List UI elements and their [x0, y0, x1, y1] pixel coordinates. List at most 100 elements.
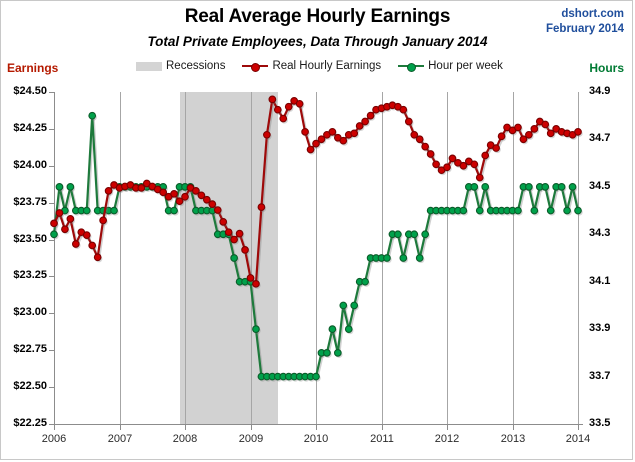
earnings-point[interactable] [399, 105, 408, 114]
hours-point[interactable] [541, 183, 550, 191]
earnings-point[interactable] [55, 209, 64, 217]
earnings-point[interactable] [514, 123, 522, 132]
earnings-point[interactable] [268, 95, 277, 104]
earnings-point[interactable] [88, 241, 97, 250]
earnings-point[interactable] [328, 127, 337, 136]
hours-point[interactable] [563, 206, 571, 215]
earnings-point[interactable] [519, 135, 528, 144]
earnings-point[interactable] [257, 203, 266, 211]
hours-point[interactable] [399, 254, 408, 262]
earnings-point[interactable] [159, 188, 168, 197]
earnings-point[interactable] [175, 197, 184, 206]
hours-point[interactable] [394, 230, 402, 239]
hours-point[interactable] [410, 230, 419, 239]
earnings-point[interactable] [312, 139, 320, 148]
earnings-point[interactable] [410, 130, 419, 139]
legend-item-earnings[interactable]: Real Hourly Earnings [242, 60, 381, 72]
legend-item-recessions[interactable]: Recessions [136, 60, 225, 72]
earnings-point[interactable] [197, 191, 206, 200]
earnings-point[interactable] [82, 231, 91, 239]
earnings-point[interactable] [355, 122, 364, 130]
earnings-point[interactable] [432, 160, 440, 169]
hours-point[interactable] [459, 206, 468, 215]
earnings-point[interactable] [546, 129, 555, 138]
earnings-point[interactable] [181, 192, 189, 201]
hours-point[interactable] [55, 183, 64, 191]
earnings-point[interactable] [459, 161, 468, 170]
hours-point[interactable] [66, 183, 75, 191]
hours-point[interactable] [470, 183, 479, 191]
hours-point[interactable] [415, 254, 424, 262]
earnings-point[interactable] [361, 117, 369, 126]
hours-point[interactable] [557, 183, 566, 191]
earnings-point[interactable] [492, 144, 500, 152]
earnings-point[interactable] [415, 135, 424, 144]
hours-point[interactable] [361, 277, 369, 286]
earnings-point[interactable] [104, 187, 113, 195]
earnings-point[interactable] [404, 117, 413, 126]
hours-point[interactable] [574, 206, 582, 215]
earnings-point[interactable] [426, 150, 435, 158]
earnings-point[interactable] [541, 120, 550, 129]
earnings-point[interactable] [50, 219, 58, 228]
hours-point[interactable] [110, 206, 118, 215]
hours-point[interactable] [568, 183, 577, 191]
earnings-point[interactable] [224, 228, 233, 237]
earnings-point[interactable] [306, 145, 315, 154]
hours-point[interactable] [546, 206, 555, 215]
hours-point[interactable] [252, 325, 260, 333]
hours-point[interactable] [350, 301, 359, 310]
earnings-point[interactable] [443, 163, 451, 172]
earnings-point[interactable] [213, 206, 222, 214]
earnings-point[interactable] [99, 216, 107, 225]
earnings-point[interactable] [481, 151, 490, 160]
earnings-point[interactable] [284, 102, 293, 111]
earnings-point[interactable] [339, 136, 348, 145]
earnings-point[interactable] [230, 235, 238, 244]
earnings-point[interactable] [252, 279, 260, 288]
earnings-point[interactable] [574, 127, 582, 136]
earnings-point[interactable] [66, 215, 75, 223]
earnings-point[interactable] [530, 125, 539, 133]
earnings-point[interactable] [475, 173, 484, 182]
earnings-point[interactable] [61, 225, 69, 234]
earnings-point[interactable] [241, 246, 249, 254]
earnings-point[interactable] [366, 111, 375, 120]
earnings-point[interactable] [93, 253, 102, 262]
hours-point[interactable] [525, 183, 533, 191]
hours-point[interactable] [312, 372, 320, 381]
earnings-point[interactable] [350, 129, 359, 138]
earnings-point[interactable] [525, 130, 533, 139]
hours-point[interactable] [323, 349, 331, 357]
hours-point[interactable] [88, 111, 97, 120]
hours-point[interactable] [339, 301, 348, 310]
hours-point[interactable] [530, 206, 539, 215]
earnings-point[interactable] [295, 99, 304, 108]
legend-item-hours[interactable]: Hour per week [398, 60, 503, 72]
hours-point[interactable] [475, 206, 484, 215]
earnings-point[interactable] [137, 184, 146, 192]
earnings-point[interactable] [235, 229, 244, 238]
earnings-point[interactable] [470, 160, 479, 169]
earnings-point[interactable] [279, 114, 288, 123]
earnings-point[interactable] [170, 189, 178, 198]
earnings-point[interactable] [497, 132, 506, 141]
earnings-point[interactable] [317, 135, 326, 144]
hours-point[interactable] [50, 230, 58, 239]
earnings-point[interactable] [208, 200, 217, 208]
earnings-point[interactable] [192, 187, 200, 195]
hours-point[interactable] [82, 206, 91, 215]
hours-point[interactable] [344, 325, 353, 333]
earnings-point[interactable] [263, 130, 271, 139]
hours-point[interactable] [170, 206, 178, 215]
hours-point[interactable] [481, 183, 490, 191]
earnings-point[interactable] [301, 127, 309, 136]
hours-point[interactable] [230, 254, 238, 262]
earnings-point[interactable] [246, 274, 255, 282]
hours-point[interactable] [333, 349, 342, 357]
earnings-point[interactable] [219, 217, 228, 226]
hours-point[interactable] [328, 325, 337, 333]
hours-point[interactable] [514, 206, 522, 215]
earnings-point[interactable] [202, 195, 211, 204]
hours-point[interactable] [383, 254, 391, 262]
